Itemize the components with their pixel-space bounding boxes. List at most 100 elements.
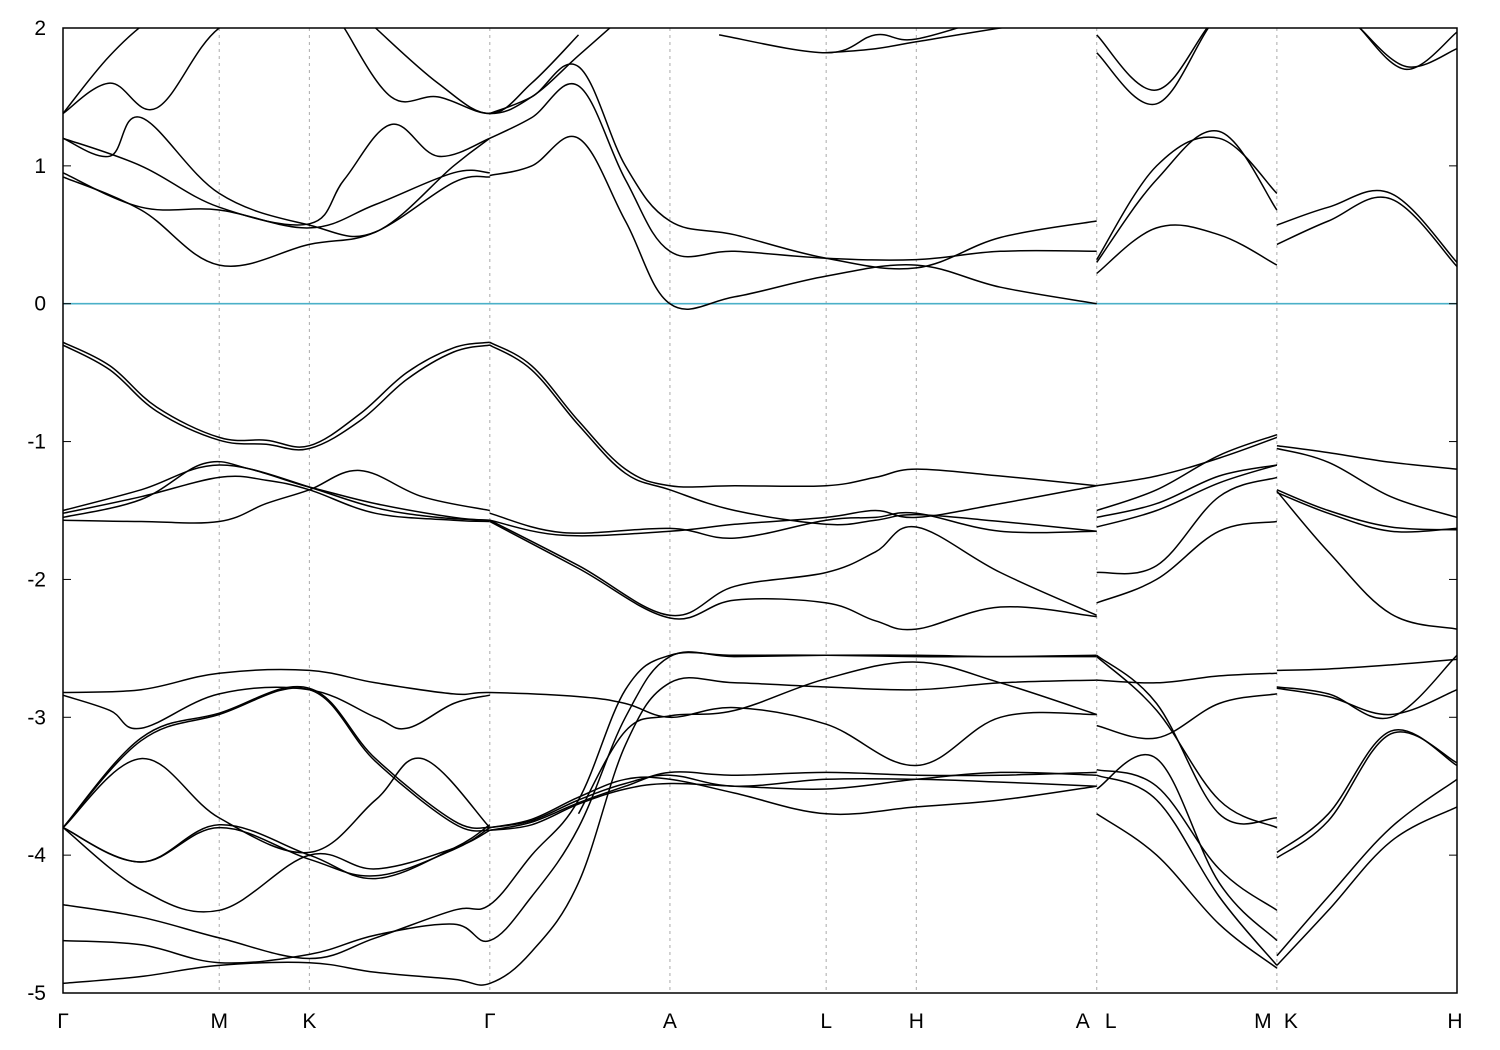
band-line <box>1276 196 1457 268</box>
band-line <box>718 28 961 54</box>
band-line <box>1096 672 1277 684</box>
band-line <box>489 82 1097 261</box>
band-line <box>489 520 1097 631</box>
band-line <box>1096 813 1278 969</box>
y-axis: 2 1 0 -1 -2 -3 -4 -5 <box>27 17 1457 1005</box>
band-line <box>63 685 490 830</box>
y-tick-label: 0 <box>34 293 46 316</box>
band-line <box>1276 658 1457 672</box>
band-line <box>1096 130 1278 263</box>
x-tick-label: K <box>1284 1010 1298 1033</box>
band-line <box>343 28 611 115</box>
x-tick-label: Γ <box>57 1010 69 1033</box>
band-line <box>1276 806 1457 966</box>
band-line <box>63 757 491 854</box>
band-line <box>1096 224 1278 274</box>
band-line <box>1276 447 1457 519</box>
band-line <box>63 651 1097 964</box>
band-line <box>489 511 1097 539</box>
band-line <box>63 668 1097 767</box>
y-tick-label: -4 <box>27 844 46 867</box>
band-line <box>63 676 1097 986</box>
band-line <box>489 344 1097 532</box>
band-line <box>63 460 490 521</box>
band-line <box>1096 433 1278 512</box>
band-line <box>1096 476 1278 575</box>
band-line <box>1276 489 1457 531</box>
x-tick-label: H <box>1447 1010 1462 1033</box>
band-line <box>63 341 490 448</box>
band-line <box>1096 520 1278 604</box>
band-line <box>1096 464 1278 519</box>
band-lines <box>63 28 1457 986</box>
band-line <box>1276 444 1457 470</box>
x-tick-label: H <box>909 1010 924 1033</box>
band-line <box>1276 654 1457 720</box>
band-line <box>1276 778 1457 957</box>
band-line <box>1096 754 1278 942</box>
band-line <box>1096 436 1278 487</box>
band-line <box>63 169 490 229</box>
band-line <box>63 824 491 880</box>
band-line <box>1276 687 1457 716</box>
x-tick-label: Γ <box>484 1010 496 1033</box>
band-line <box>63 175 490 267</box>
x-tick-label: A <box>1076 1010 1090 1033</box>
band-line <box>1276 729 1457 853</box>
y-tick-label: -1 <box>27 431 46 454</box>
x-tick-label: L <box>820 1010 832 1033</box>
band-line <box>63 123 491 226</box>
band-line <box>1096 656 1278 829</box>
y-tick-label: 2 <box>34 17 46 40</box>
band-line <box>489 776 1097 829</box>
band-line <box>63 28 221 115</box>
band-line <box>489 519 1098 617</box>
x-tick-label: M <box>210 1010 228 1033</box>
x-tick-label: K <box>302 1010 316 1033</box>
band-line <box>1096 464 1278 528</box>
band-line <box>63 116 491 238</box>
y-tick-label: 1 <box>34 155 46 178</box>
band-line <box>1096 28 1208 91</box>
band-line <box>1359 28 1457 71</box>
band-line <box>489 771 1097 832</box>
band-line <box>63 344 490 451</box>
band-line <box>1359 28 1457 68</box>
y-tick-label: -3 <box>27 706 46 729</box>
band-line <box>826 28 1006 54</box>
x-tick-label: A <box>663 1010 677 1033</box>
band-line <box>1096 136 1278 261</box>
band-line <box>63 826 491 877</box>
band-line <box>1096 28 1210 106</box>
band-line <box>1276 491 1457 533</box>
band-line <box>63 469 490 524</box>
high-symmetry-lines <box>218 28 1278 993</box>
band-line <box>375 28 580 115</box>
band-line <box>63 686 490 730</box>
y-tick-label: -2 <box>27 568 46 591</box>
band-line <box>63 827 491 913</box>
band-line <box>1096 768 1278 911</box>
band-line <box>489 135 1097 310</box>
band-line <box>1276 490 1457 630</box>
band-line <box>63 651 1097 960</box>
band-line <box>1096 693 1278 740</box>
band-line <box>63 687 490 832</box>
band-line <box>489 484 1097 537</box>
band-line <box>1096 654 1277 825</box>
plot-frame <box>62 27 1458 994</box>
x-tick-label: L <box>1105 1010 1117 1033</box>
band-line <box>1276 189 1457 263</box>
band-line <box>63 28 141 114</box>
band-line <box>63 464 490 521</box>
band-line <box>1096 774 1278 966</box>
band-line <box>577 661 1097 815</box>
band-line <box>489 63 1097 270</box>
band-line <box>489 771 1097 832</box>
y-tick-label: -5 <box>27 982 46 1005</box>
band-line <box>1276 731 1457 859</box>
x-tick-label: M <box>1254 1010 1272 1033</box>
band-line <box>489 341 1097 488</box>
